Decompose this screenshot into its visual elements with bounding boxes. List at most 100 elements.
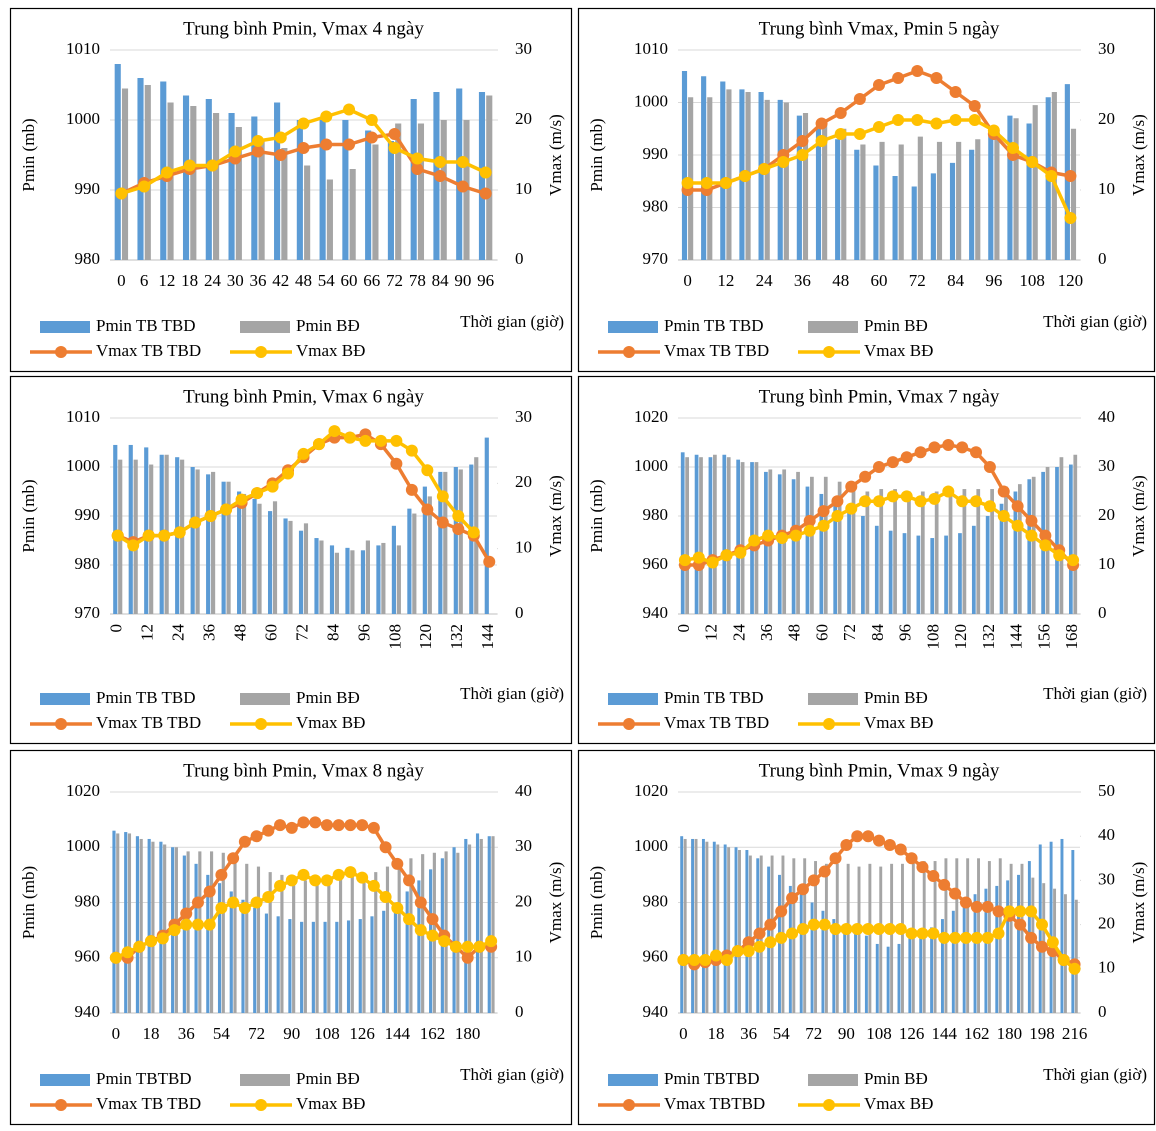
bar: [738, 850, 741, 1013]
y2-tick-label: 30: [515, 39, 532, 58]
y2-tick-label: 10: [1098, 554, 1115, 573]
bar: [226, 481, 231, 614]
bar: [323, 921, 327, 1013]
bar: [748, 855, 752, 1013]
bar: [908, 938, 912, 1013]
legend-swatch: [808, 1074, 858, 1086]
legend-marker: [255, 1099, 267, 1111]
marker: [328, 425, 341, 438]
bar: [113, 444, 118, 614]
marker: [191, 896, 204, 909]
bar: [984, 888, 988, 1013]
marker: [949, 887, 962, 900]
legend-marker: [623, 718, 635, 730]
bar: [1009, 863, 1013, 1013]
bar: [422, 486, 427, 614]
x-tick-label: 18: [143, 1024, 160, 1043]
x-tick-label: 0: [112, 1024, 121, 1043]
bar: [685, 457, 690, 614]
bar: [211, 471, 216, 614]
x-tick-label: 84: [868, 624, 887, 642]
legend-marker: [823, 1099, 835, 1111]
legend-swatch: [40, 693, 90, 705]
marker: [405, 483, 418, 496]
chart-title: Trung bình Pmin, Vmax 8 ngày: [183, 760, 424, 781]
y2-tick-label: 20: [1098, 505, 1115, 524]
bar: [917, 136, 923, 260]
marker: [992, 927, 1005, 940]
marker: [905, 927, 918, 940]
marker: [834, 107, 847, 119]
x-tick-label: 120: [951, 624, 970, 650]
bar: [705, 841, 709, 1013]
bar: [835, 139, 841, 260]
marker: [467, 526, 480, 539]
bar: [1017, 484, 1022, 614]
marker: [748, 534, 761, 547]
bar: [778, 874, 781, 1013]
legend-swatch: [240, 1074, 290, 1086]
bar: [1060, 838, 1064, 1013]
bar: [251, 116, 258, 260]
bar: [936, 141, 943, 260]
x-tick-label: 162: [420, 1024, 446, 1043]
bar: [1027, 479, 1032, 614]
y2-axis-label: Vmax (m/s): [546, 114, 565, 196]
marker: [831, 510, 844, 522]
marker: [905, 852, 918, 865]
y2-axis-label: Vmax (m/s): [546, 475, 565, 557]
x-tick-label: 24: [729, 624, 748, 642]
marker: [483, 555, 496, 568]
x-tick-label: 54: [318, 271, 336, 290]
bar: [699, 457, 703, 614]
marker: [853, 128, 866, 140]
bar: [890, 863, 894, 1013]
bar: [213, 113, 220, 260]
marker: [1057, 953, 1070, 966]
bar: [147, 838, 151, 1013]
bar: [163, 844, 167, 1013]
marker: [873, 79, 885, 91]
bar: [151, 841, 155, 1013]
bar: [843, 924, 847, 1013]
x-tick-label: 72: [805, 1024, 822, 1043]
y2-tick-label: 50: [1098, 781, 1115, 800]
legend-label: Vmax BĐ: [296, 1094, 365, 1113]
bar: [395, 123, 402, 260]
bar: [868, 863, 872, 1013]
marker: [938, 878, 951, 891]
marker: [403, 874, 416, 887]
bar: [822, 123, 828, 260]
x-tick-label: 84: [432, 271, 450, 290]
bar: [1071, 850, 1075, 1013]
y2-tick-label: 20: [515, 472, 532, 491]
bar: [397, 863, 401, 1013]
marker: [343, 103, 356, 116]
bar: [350, 874, 354, 1013]
bar: [241, 899, 245, 1013]
bar: [417, 880, 421, 1013]
marker: [191, 918, 204, 931]
y2-tick-label: 40: [1098, 407, 1115, 426]
bar: [412, 513, 417, 614]
bar: [691, 838, 695, 1013]
marker: [449, 940, 462, 953]
bar: [1031, 877, 1035, 1013]
marker: [981, 931, 994, 944]
bar: [326, 179, 333, 260]
x-tick-label: 60: [341, 271, 358, 290]
bar: [897, 943, 901, 1013]
bar: [958, 533, 962, 614]
legend-swatch: [608, 1074, 658, 1086]
marker: [789, 529, 802, 542]
marker: [859, 495, 872, 508]
y2-axis-label: Vmax (m/s): [546, 862, 565, 944]
marker: [479, 166, 492, 179]
marker: [356, 871, 369, 884]
marker: [391, 857, 404, 870]
marker: [438, 935, 451, 948]
bar: [182, 95, 190, 260]
marker: [688, 953, 701, 966]
bar: [396, 545, 401, 614]
x-tick-label: 12: [717, 271, 734, 290]
